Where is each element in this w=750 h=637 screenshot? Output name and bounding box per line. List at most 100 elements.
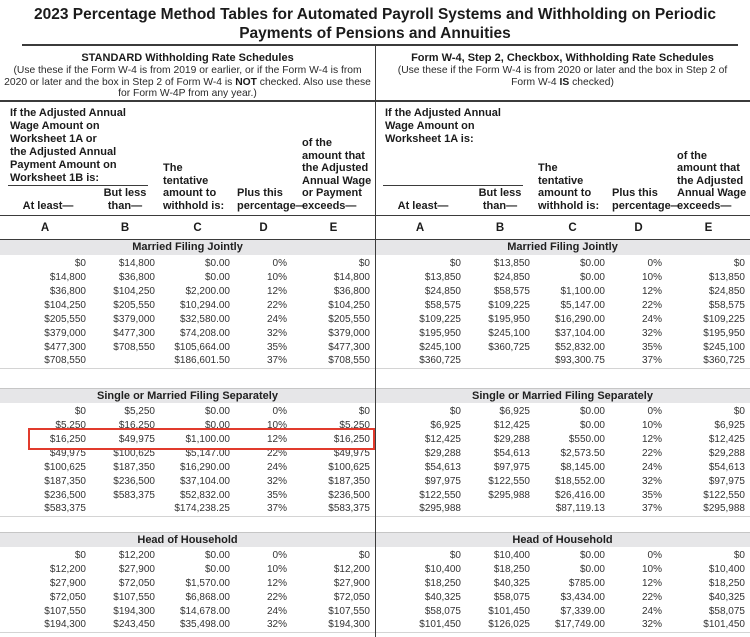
- table-cell: $6,925: [499, 405, 530, 417]
- table-cell: $36,800: [118, 271, 155, 283]
- section-head-of-household: Head of Household $0 $12,200 $0.00 0% $0 $12,…: [0, 532, 375, 633]
- table-cell: $54,613: [424, 461, 461, 473]
- table-cell: $104,250: [44, 299, 86, 311]
- table-cell: $17,749.00: [554, 619, 605, 631]
- col-letter-a: A: [415, 221, 425, 234]
- table-cell: $40,325: [493, 577, 530, 589]
- table-row: $107,550 $194,300 $14,678.00 24% $107,550: [0, 604, 375, 618]
- table-cell: $18,250: [424, 577, 461, 589]
- table-cell: $16,250: [49, 433, 86, 445]
- table-row: $0 $10,400 $0.00 0% $0: [375, 548, 750, 562]
- table-cell: $360,725: [488, 341, 530, 353]
- table-cell: [90, 502, 160, 516]
- table-cell: $27,900: [333, 577, 370, 589]
- table-row: $101,450 $126,025 $17,749.00 32% $101,450: [375, 618, 750, 632]
- table-cell: $1,100.00: [185, 433, 231, 445]
- table-row: $49,975 $100,625 $5,147.00 22% $49,975: [0, 446, 375, 460]
- table-cell: 0%: [647, 549, 662, 561]
- table-cell: $72,050: [118, 577, 155, 589]
- wage-note-underline: [8, 185, 148, 187]
- table-cell: $72,050: [333, 591, 370, 603]
- col-letter-b: B: [495, 221, 505, 234]
- table-cell: $583,375: [44, 503, 86, 515]
- col-letter-d: D: [259, 221, 268, 234]
- table-cell: $1,100.00: [560, 285, 606, 297]
- table-row: $18,250 $40,325 $785.00 12% $18,250: [375, 576, 750, 590]
- table-cell: $0: [358, 549, 370, 561]
- table-cell: $12,200: [333, 563, 370, 575]
- table-cell: $27,900: [49, 577, 86, 589]
- table-cell: $37,104.00: [179, 475, 230, 487]
- table-cell: $194,300: [328, 619, 370, 631]
- wage-amount-note: If the Adjusted Annual Wage Amount on Wo…: [385, 107, 501, 145]
- table-cell: $58,075: [708, 605, 745, 617]
- table-cell: 32%: [266, 327, 287, 339]
- table-cell: $109,225: [703, 313, 745, 325]
- table-cell: $52,832.00: [179, 489, 230, 501]
- table-row: $0 $6,925 $0.00 0% $0: [375, 404, 750, 418]
- table-cell: $97,975: [493, 461, 530, 473]
- table-cell: $236,500: [44, 489, 86, 501]
- table-cell: [465, 354, 535, 368]
- table-row: $0 $12,200 $0.00 0% $0: [0, 548, 375, 562]
- table-cell: $122,550: [703, 489, 745, 501]
- table-cell: $187,350: [328, 475, 370, 487]
- table-cell: 37%: [266, 503, 287, 515]
- table-cell: $6,925: [714, 419, 745, 431]
- table-cell: $109,225: [488, 299, 530, 311]
- table-cell: $186,601.50: [174, 355, 230, 367]
- table-cell: $0: [733, 549, 745, 561]
- table-cell: $477,300: [44, 341, 86, 353]
- description-bold-word: IS: [559, 76, 570, 88]
- table-cell: 10%: [641, 419, 662, 431]
- table-cell: $583,375: [328, 503, 370, 515]
- section-header: Head of Household: [375, 532, 750, 547]
- rate-table: $0 $10,400 $0.00 0% $0 $10,400 $18,250 $0.00 10%…: [375, 548, 750, 633]
- table-row: $40,325 $58,075 $3,434.00 22% $40,325: [375, 590, 750, 604]
- table-row: $54,613 $97,975 $8,145.00 24% $54,613: [375, 460, 750, 474]
- table-cell: $16,290.00: [554, 313, 605, 325]
- table-row: $0 $5,250 $0.00 0% $0: [0, 404, 375, 418]
- table-row: $205,550 $379,000 $32,580.00 24% $205,550: [0, 312, 375, 326]
- table-cell: $105,664.00: [174, 341, 230, 353]
- col-label-amount-exceeds: of the amount that the Adjusted Annual W…: [677, 149, 747, 212]
- wage-amount-note: If the Adjusted Annual Wage Amount on Wo…: [10, 107, 126, 184]
- table-cell: $360,725: [419, 355, 461, 367]
- table-cell: 10%: [641, 271, 662, 283]
- description-bold-word: NOT: [235, 76, 257, 88]
- table-row: $109,225 $195,950 $16,290.00 24% $109,225: [375, 312, 750, 326]
- table-cell: 10%: [641, 563, 662, 575]
- table-cell: $101,450: [703, 619, 745, 631]
- table-cell: $49,975: [333, 447, 370, 459]
- table-cell: $24,850: [708, 285, 745, 297]
- table-cell: 12%: [266, 577, 287, 589]
- table-cell: $205,550: [328, 313, 370, 325]
- table-cell: $187,350: [44, 475, 86, 487]
- table-cell: $37,104.00: [554, 327, 605, 339]
- table-row: $12,200 $27,900 $0.00 10% $12,200: [0, 562, 375, 576]
- table-cell: $10,400: [424, 563, 461, 575]
- table-cell: $101,450: [419, 619, 461, 631]
- table-cell: $0: [74, 405, 86, 417]
- section-single-or-married-separately: Single or Married Filing Separately $0 $5…: [0, 388, 375, 517]
- table-cell: 35%: [266, 341, 287, 353]
- table-row: $14,800 $36,800 $0.00 10% $14,800: [0, 270, 375, 284]
- table-row: $13,850 $24,850 $0.00 10% $13,850: [375, 270, 750, 284]
- description-text: checked): [569, 76, 614, 88]
- col-letter-e: E: [704, 221, 713, 234]
- table-cell: 12%: [641, 433, 662, 445]
- section-head-of-household: Head of Household $0 $10,400 $0.00 0% $0 $10,…: [375, 532, 750, 633]
- table-cell: 10%: [266, 271, 287, 283]
- table-cell: 35%: [266, 489, 287, 501]
- table-cell: $13,850: [708, 271, 745, 283]
- table-cell: $54,613: [493, 447, 530, 459]
- table-cell: 37%: [641, 355, 662, 367]
- table-row: $36,800 $104,250 $2,200.00 12% $36,800: [0, 284, 375, 298]
- table-row: $0 $13,850 $0.00 0% $0: [375, 256, 750, 270]
- table-cell: $126,025: [488, 619, 530, 631]
- wage-note-underline: [383, 185, 523, 187]
- col-letter-a: A: [40, 221, 50, 234]
- table-row: $58,575 $109,225 $5,147.00 22% $58,575: [375, 298, 750, 312]
- table-cell: 0%: [272, 549, 287, 561]
- section-header: Single or Married Filing Separately: [0, 388, 375, 403]
